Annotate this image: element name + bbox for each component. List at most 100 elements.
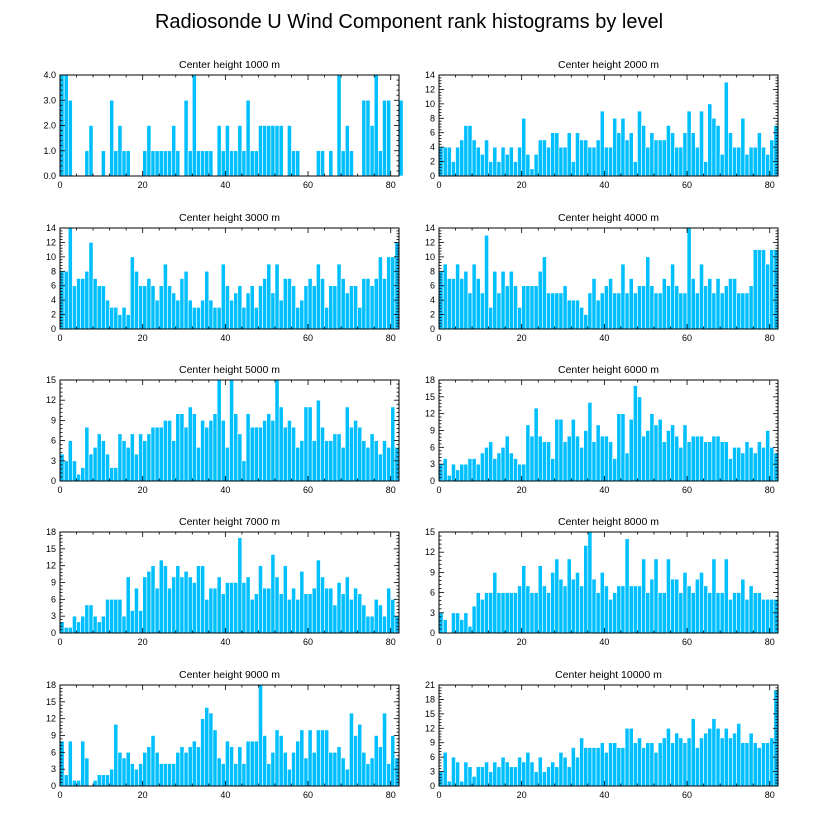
bar: [670, 424, 675, 482]
bar: [517, 756, 522, 787]
y-tick-label: 15: [46, 544, 56, 554]
panel-title: Center height 6000 m: [558, 364, 659, 376]
bar: [369, 757, 375, 787]
bar: [274, 729, 280, 787]
y-tick-label: 14: [425, 70, 435, 80]
bar: [570, 299, 576, 330]
bar: [686, 441, 692, 482]
bar: [533, 592, 539, 634]
bar: [320, 426, 325, 482]
x-tick-label: 40: [599, 790, 609, 800]
bar: [150, 150, 156, 177]
bar: [208, 150, 214, 177]
bar: [513, 161, 518, 177]
bar: [744, 292, 750, 330]
y-tick-label: 9: [51, 731, 56, 741]
bar: [324, 440, 330, 482]
y-tick-label: 3: [430, 608, 435, 618]
bar: [233, 763, 239, 787]
bar: [508, 592, 514, 634]
panel-3: Center height 3000 m 0 20 40 60 80 0 2 4 6 8 10 12 14: [46, 212, 400, 343]
y-tick-label: 6: [51, 747, 56, 757]
y-tick-label: 4: [430, 142, 435, 152]
bar: [287, 420, 292, 482]
bar: [562, 756, 568, 787]
bar: [529, 168, 535, 177]
bar: [365, 99, 371, 177]
bar: [761, 599, 766, 634]
bar: [63, 774, 69, 787]
bar: [446, 780, 452, 787]
x-tick-label: 80: [386, 637, 396, 647]
bar: [612, 458, 618, 482]
bar: [707, 278, 713, 330]
bar: [113, 599, 119, 634]
bar: [287, 599, 292, 634]
bar: [587, 292, 593, 330]
bar: [307, 729, 313, 787]
x-tick-label: 20: [517, 790, 527, 800]
bar: [196, 565, 201, 634]
bar: [463, 125, 469, 177]
bar: [328, 285, 334, 330]
bar: [386, 587, 392, 634]
x-tick-label: 60: [303, 180, 313, 190]
bar: [187, 746, 193, 787]
bar: [633, 742, 638, 787]
bar: [488, 771, 494, 787]
bar: [245, 740, 251, 787]
y-tick-label: 6: [430, 588, 435, 598]
bar: [332, 604, 338, 634]
bar: [146, 125, 152, 177]
bar: [529, 285, 535, 330]
bar: [723, 81, 729, 177]
bar: [105, 453, 110, 482]
bar: [266, 413, 272, 482]
bar: [167, 763, 172, 787]
bar: [80, 278, 86, 330]
y-tick-label: 2: [430, 157, 435, 167]
bar: [761, 249, 766, 330]
bar: [674, 285, 680, 330]
bar: [216, 307, 222, 330]
bar: [670, 578, 675, 634]
bar: [641, 285, 647, 330]
bar: [608, 278, 613, 330]
bar: [134, 587, 139, 634]
bar: [175, 413, 181, 482]
bar: [620, 747, 626, 787]
bar: [340, 150, 346, 177]
bar: [109, 467, 115, 482]
y-tick-label: 0: [430, 324, 435, 334]
bar: [344, 576, 350, 634]
bar: [142, 752, 148, 787]
bar: [703, 285, 709, 330]
bar: [575, 756, 580, 787]
bar: [254, 307, 259, 330]
bar: [583, 747, 589, 787]
panel-title: Center height 5000 m: [179, 364, 280, 376]
y-tick-label: 12: [425, 547, 435, 557]
bar: [76, 621, 81, 634]
bar: [533, 154, 539, 177]
bar: [378, 256, 383, 330]
bar: [249, 599, 255, 634]
bar: [378, 453, 383, 482]
y-tick-label: 6: [51, 281, 56, 291]
bar: [191, 582, 197, 634]
x-tick-label: 20: [138, 180, 148, 190]
bar: [220, 263, 226, 330]
y-tick-label: 0: [430, 781, 435, 791]
bar: [595, 747, 601, 787]
bar: [570, 418, 576, 482]
bar: [291, 752, 296, 787]
bar: [373, 278, 379, 330]
bar: [653, 558, 659, 634]
y-tick-label: 3: [430, 767, 435, 777]
bar: [471, 263, 477, 330]
y-tick-label: 4: [51, 295, 56, 305]
bar: [732, 732, 737, 787]
bar: [204, 707, 210, 787]
bar: [769, 249, 775, 330]
bar: [212, 307, 218, 330]
